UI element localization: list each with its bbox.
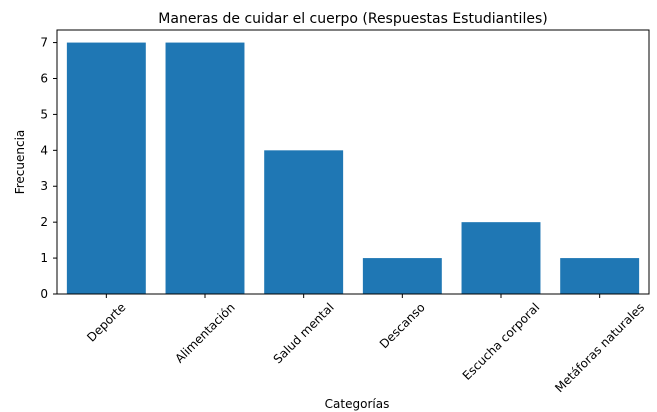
bar	[560, 258, 640, 294]
y-tick-label: 6	[40, 71, 48, 85]
y-tick-label: 2	[40, 215, 48, 229]
x-tick-label: Salud mental	[271, 300, 337, 366]
x-tick-label: Escucha corporal	[460, 300, 543, 383]
y-tick-label: 3	[40, 179, 48, 193]
bar	[362, 258, 442, 294]
y-tick-label: 5	[40, 107, 48, 121]
x-tick-label: Alimentación	[172, 300, 237, 365]
chart-title: Maneras de cuidar el cuerpo (Respuestas …	[158, 11, 547, 27]
bar	[461, 222, 541, 294]
bar	[264, 150, 344, 294]
y-tick-label: 4	[40, 143, 48, 157]
x-tick-label: Metáforas naturales	[552, 300, 647, 395]
y-tick-label: 7	[40, 36, 48, 50]
bar	[66, 42, 146, 295]
bar	[165, 42, 245, 295]
axes-frame	[56, 29, 650, 295]
y-tick-label: 1	[40, 251, 48, 265]
x-axis-label: Categorías	[325, 397, 390, 411]
x-tick-label: Deporte	[84, 300, 128, 344]
x-tick-label: Descanso	[377, 300, 428, 351]
y-axis-label: Frecuencia	[13, 130, 27, 195]
y-tick-label: 0	[40, 287, 48, 301]
